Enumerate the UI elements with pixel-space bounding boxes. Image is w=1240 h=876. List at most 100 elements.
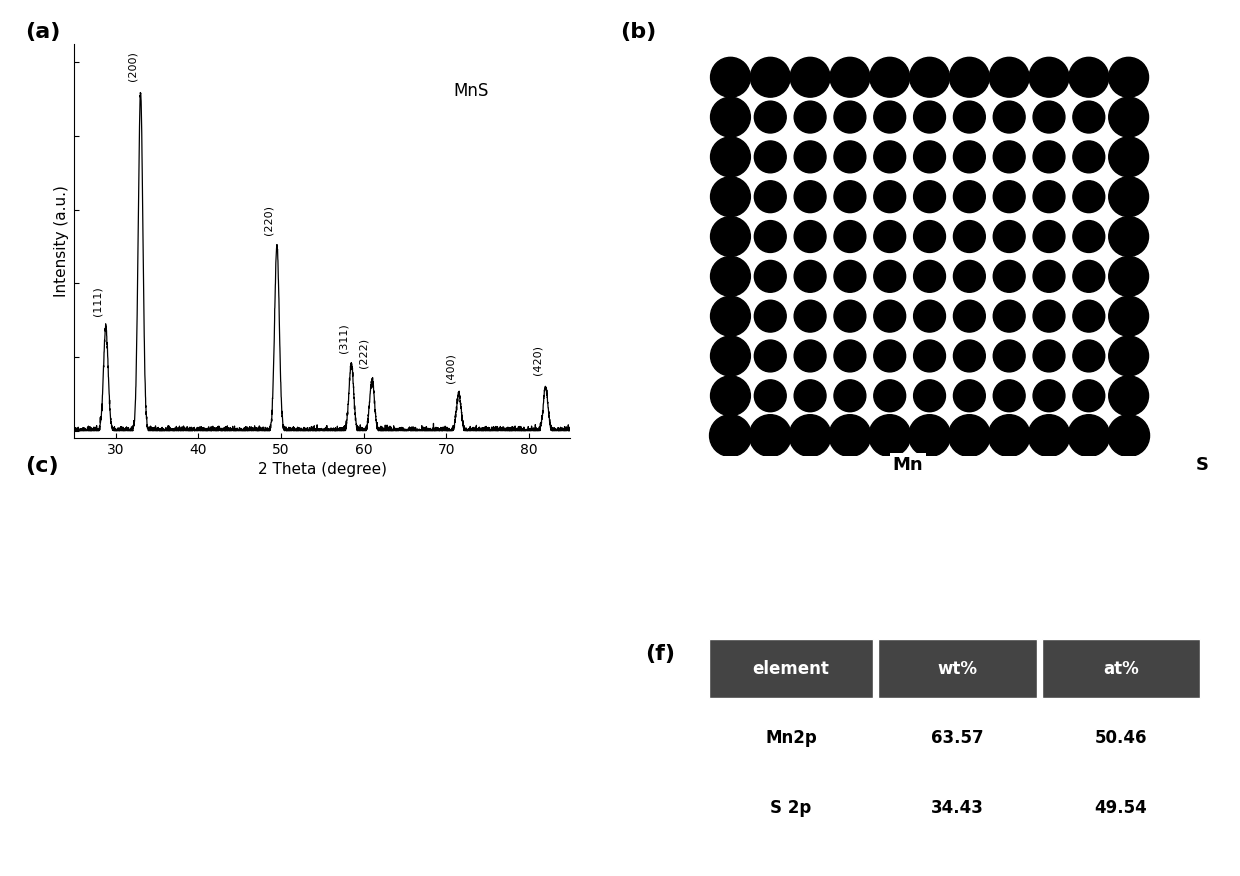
Point <box>935 465 955 479</box>
Point <box>1120 548 1140 562</box>
Point <box>1014 612 1034 626</box>
Point <box>1023 509 1043 523</box>
Point <box>978 601 998 615</box>
Point <box>1030 540 1050 554</box>
Point <box>930 504 950 518</box>
Point <box>959 583 978 597</box>
Point <box>1164 572 1184 586</box>
Point <box>1182 551 1202 565</box>
Point <box>925 561 945 575</box>
Point <box>1004 591 1024 605</box>
Point <box>1174 562 1194 576</box>
Point <box>1135 512 1154 526</box>
Point <box>1064 590 1084 604</box>
Point <box>921 595 941 609</box>
Point <box>1110 559 1130 573</box>
Point <box>992 605 1012 619</box>
Point <box>1014 542 1034 556</box>
Point <box>1146 498 1166 512</box>
Point <box>957 507 977 521</box>
Point <box>941 470 961 484</box>
Point <box>957 512 977 526</box>
Point <box>1039 604 1059 618</box>
Point <box>1138 475 1158 489</box>
Point <box>1045 555 1065 569</box>
Point <box>997 520 1017 534</box>
Point <box>1132 604 1152 618</box>
Point <box>1061 505 1081 519</box>
Point <box>957 587 977 601</box>
Point <box>1090 457 1110 471</box>
Point <box>1116 574 1136 588</box>
Point <box>1115 576 1135 590</box>
Point <box>1158 491 1178 505</box>
Point <box>1029 587 1049 601</box>
Point <box>1163 564 1183 578</box>
Point <box>1127 563 1147 577</box>
Point <box>963 473 983 487</box>
Point <box>1101 553 1121 567</box>
Point <box>1178 606 1198 620</box>
Point <box>1086 536 1106 550</box>
Point <box>925 496 945 510</box>
Point <box>936 579 956 593</box>
Point <box>1140 501 1159 515</box>
Point <box>1050 579 1070 593</box>
Point <box>1023 559 1043 573</box>
Point <box>1060 557 1080 571</box>
Point <box>1052 482 1071 496</box>
Point <box>1120 522 1140 536</box>
Point <box>1044 612 1064 626</box>
Point <box>1171 604 1190 618</box>
Point <box>985 599 1004 613</box>
Point <box>1121 602 1141 616</box>
Point <box>926 519 946 533</box>
Point <box>972 508 992 522</box>
Point <box>1157 550 1177 564</box>
Point <box>947 599 967 613</box>
Point <box>1091 468 1111 482</box>
Point <box>990 610 1009 624</box>
Y-axis label: Intensity (a.u.): Intensity (a.u.) <box>53 185 69 297</box>
Point <box>1004 610 1024 624</box>
Point <box>1168 554 1188 568</box>
Point <box>961 602 981 616</box>
Point <box>1164 540 1184 555</box>
Point <box>1111 467 1131 481</box>
Point <box>1037 485 1056 499</box>
Point <box>987 498 1007 512</box>
Point <box>1143 490 1163 504</box>
Point <box>1180 581 1200 595</box>
Point <box>1142 452 1162 466</box>
Point <box>990 494 1009 508</box>
Point <box>970 492 990 506</box>
Point <box>1014 573 1034 587</box>
Point <box>1058 526 1078 540</box>
Point <box>1027 477 1047 491</box>
Point <box>1016 562 1035 576</box>
Point <box>1167 619 1187 633</box>
Point <box>1179 557 1199 571</box>
Point <box>1044 449 1064 463</box>
Point <box>1004 475 1024 489</box>
Point <box>1109 556 1128 570</box>
Point <box>1028 482 1048 496</box>
Point <box>921 498 941 512</box>
Point <box>1037 495 1056 509</box>
Point <box>1109 547 1128 561</box>
Point <box>1011 586 1030 600</box>
Point <box>1161 552 1180 566</box>
Point <box>976 583 996 597</box>
Point <box>928 543 947 557</box>
Point <box>1074 473 1094 487</box>
Point <box>1049 619 1069 633</box>
Point <box>1042 548 1061 562</box>
Point <box>1061 490 1081 504</box>
Point <box>951 601 971 615</box>
Point <box>945 486 965 500</box>
Point <box>1069 572 1089 586</box>
Point <box>1111 475 1131 489</box>
Circle shape <box>711 296 750 336</box>
Point <box>1164 527 1184 541</box>
Point <box>1044 469 1064 483</box>
